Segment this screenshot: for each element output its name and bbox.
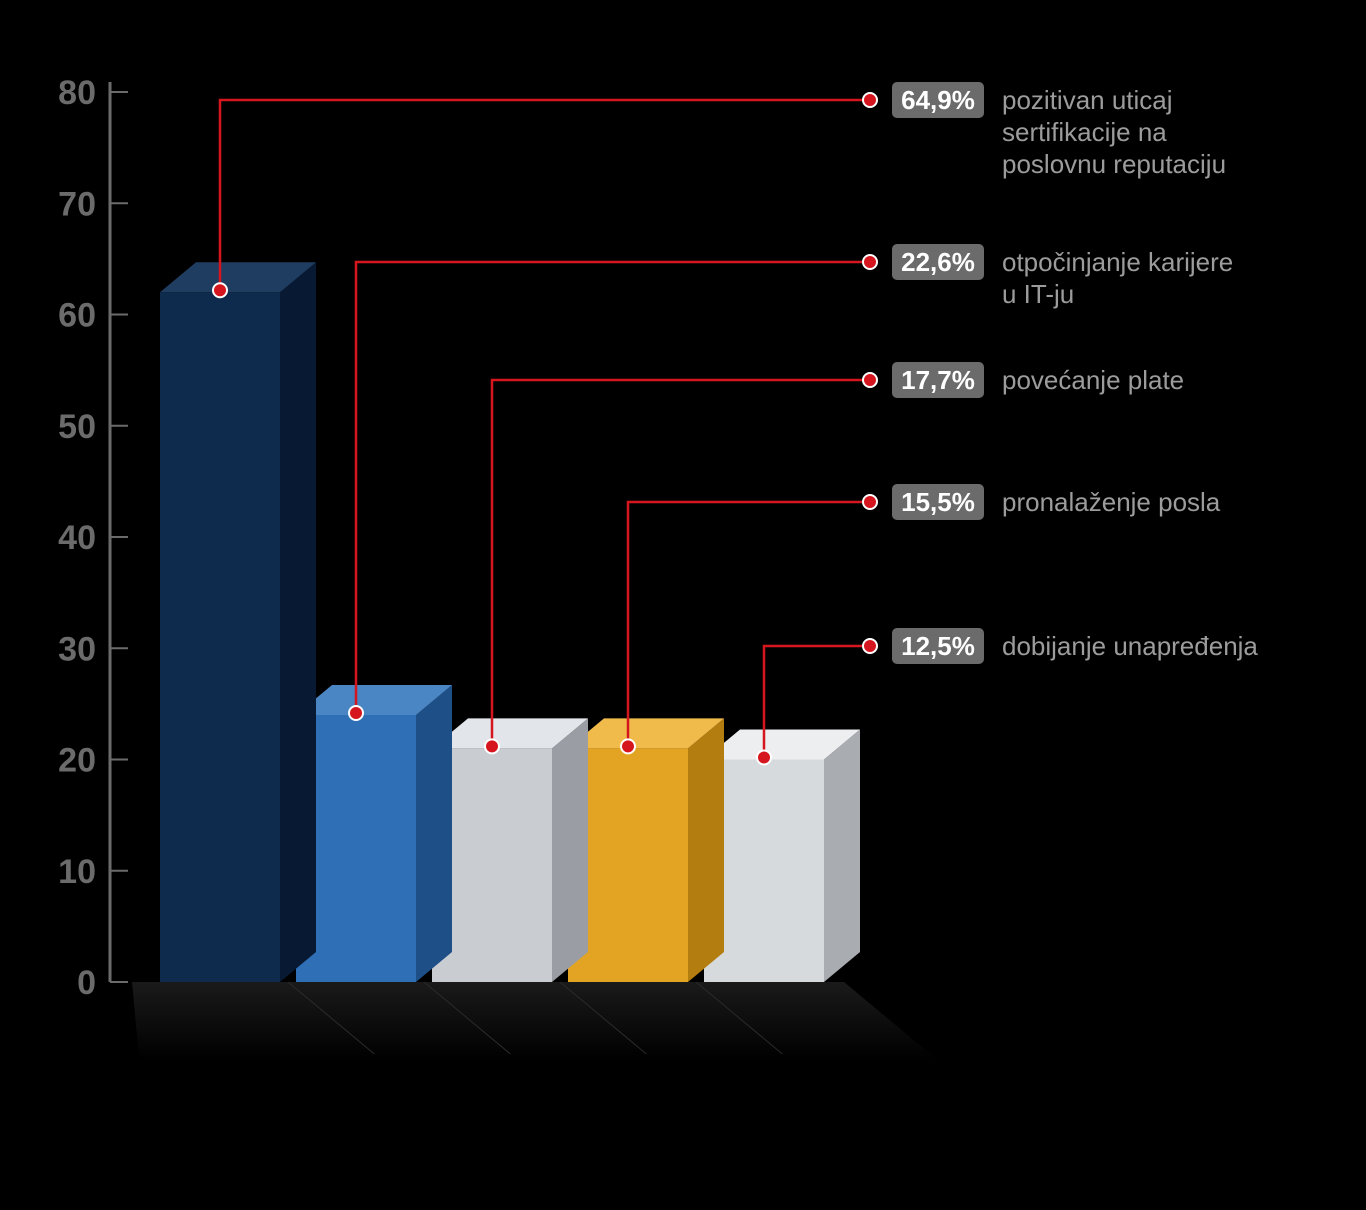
y-tick-label: 20 <box>58 742 96 780</box>
leader-dot-bar-4 <box>757 751 771 765</box>
value-badge-text-4: 12,5% <box>901 631 975 661</box>
leader-dot-end-1 <box>863 255 877 269</box>
leader-dot-bar-1 <box>349 706 363 720</box>
leader-line-2 <box>492 380 870 746</box>
bar-2 <box>432 718 588 982</box>
value-badge-text-3: 15,5% <box>901 487 975 517</box>
leader-dot-bar-3 <box>621 739 635 753</box>
leader-dot-end-2 <box>863 373 877 387</box>
leader-dot-end-4 <box>863 639 877 653</box>
leader-dot-end-0 <box>863 93 877 107</box>
bar-desc-0-line-0: pozitivan uticaj <box>1002 85 1173 115</box>
bar-0 <box>160 262 316 982</box>
y-tick-label: 30 <box>58 630 96 668</box>
bar-3 <box>568 718 724 982</box>
bar-chart-3d: 0 10 20 30 40 50 60 70 80 64,9% pozitivan uticajse… <box>0 0 1366 1210</box>
bar-desc-1-line-0: otpočinjanje karijere <box>1002 247 1233 277</box>
y-tick-label: 10 <box>58 853 96 891</box>
bar-desc-3-line-0: pronalaženje posla <box>1002 487 1221 517</box>
bar-desc-0-line-2: poslovnu reputaciju <box>1002 149 1226 179</box>
bar-desc-4-line-0: dobijanje unapređenja <box>1002 631 1258 661</box>
bar-desc-2-line-0: povećanje plate <box>1002 365 1184 395</box>
leader-dot-bar-0 <box>213 283 227 297</box>
y-tick-label: 70 <box>58 185 96 223</box>
y-tick-label: 0 <box>77 964 96 1002</box>
value-badge-text-0: 64,9% <box>901 85 975 115</box>
value-badge-text-2: 17,7% <box>901 365 975 395</box>
leader-line-3 <box>628 502 870 746</box>
bar-4 <box>704 730 860 983</box>
bar-desc-1-line-1: u IT-ju <box>1002 279 1074 309</box>
leader-dot-bar-2 <box>485 739 499 753</box>
y-tick-label: 50 <box>58 408 96 446</box>
y-tick-label: 40 <box>58 519 96 557</box>
bar-1 <box>296 685 452 982</box>
floor-shadow <box>132 982 938 1060</box>
value-badge-text-1: 22,6% <box>901 247 975 277</box>
y-tick-label: 60 <box>58 297 96 335</box>
y-tick-label: 80 <box>58 74 96 112</box>
bar-desc-0-line-1: sertifikacije na <box>1002 117 1167 147</box>
leader-dot-end-3 <box>863 495 877 509</box>
